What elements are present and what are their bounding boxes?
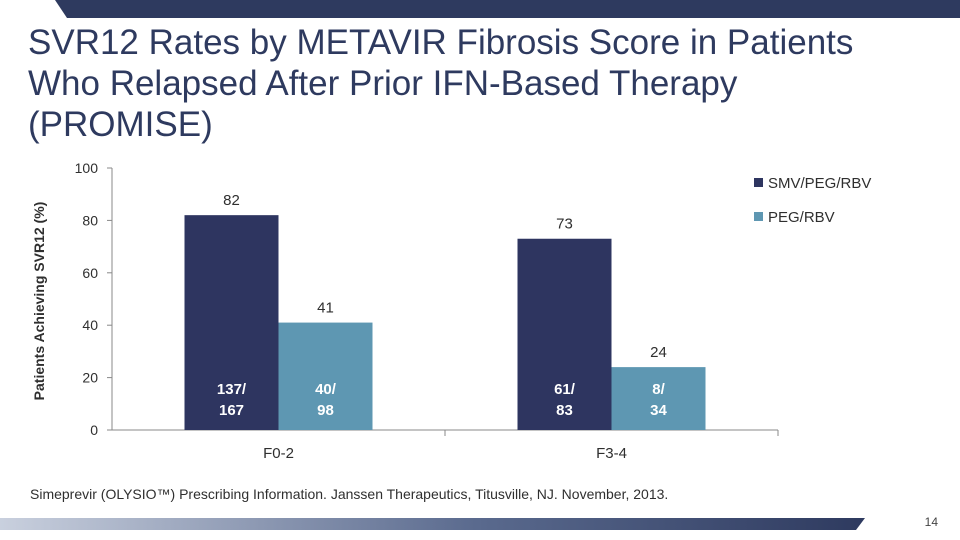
y-tick-label: 60 xyxy=(82,265,98,281)
data-label: 24 xyxy=(650,344,667,361)
y-tick-label: 80 xyxy=(82,212,98,228)
legend-label: SMV/PEG/RBV xyxy=(768,175,871,192)
bar-count-label: 167 xyxy=(219,402,244,419)
bar xyxy=(517,238,612,430)
y-axis-title: Patients Achieving SVR12 (%) xyxy=(31,202,47,401)
bar-count-label: 98 xyxy=(317,402,334,419)
slide-title: SVR12 Rates by METAVIR Fibrosis Score in… xyxy=(28,23,854,144)
y-tick-label: 40 xyxy=(82,317,98,333)
bar xyxy=(278,322,373,430)
data-label: 41 xyxy=(317,300,334,317)
bar-chart: 0 20 40 60 80 100 Patients Achieving SVR12 (%)… xyxy=(31,160,871,462)
bar-count-label: 61/ xyxy=(554,381,576,398)
footnote-citation: Simeprevir (OLYSIO™) Prescribing Informa… xyxy=(30,486,669,502)
page-number: 14 xyxy=(924,515,938,529)
bar-count-label: 137/ xyxy=(217,381,247,398)
bar-count-label: 34 xyxy=(650,402,667,419)
top-decorative-stripe xyxy=(55,0,960,18)
bottom-decorative-stripe xyxy=(0,518,865,530)
bar-count-label: 40/ xyxy=(315,381,337,398)
legend-swatch xyxy=(754,212,763,221)
y-tick-label: 100 xyxy=(75,160,99,176)
bar-count-label: 8/ xyxy=(652,381,665,398)
data-label: 82 xyxy=(223,192,240,209)
legend-swatch xyxy=(754,178,763,187)
data-label: 73 xyxy=(556,216,573,233)
bar-count-label: 83 xyxy=(556,402,573,419)
x-tick-label: F3-4 xyxy=(596,445,627,462)
legend-label: PEG/RBV xyxy=(768,209,835,226)
bar xyxy=(611,367,706,430)
y-tick-label: 0 xyxy=(90,422,98,438)
x-tick-label: F0-2 xyxy=(263,445,294,462)
bar xyxy=(184,215,279,430)
y-tick-label: 20 xyxy=(82,370,98,386)
